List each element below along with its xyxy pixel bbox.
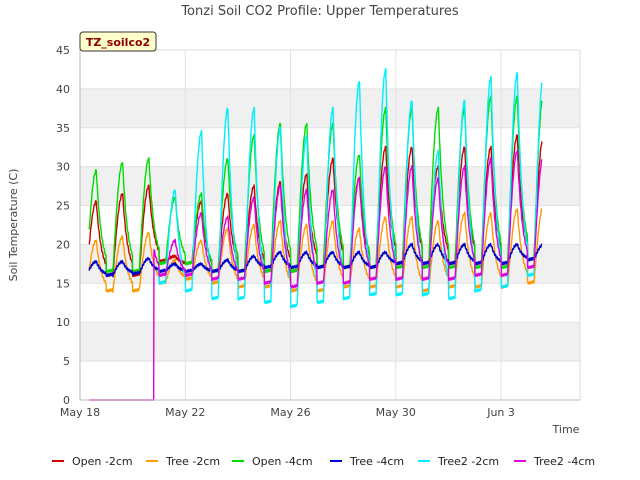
plot-area bbox=[80, 50, 580, 400]
series-layer bbox=[88, 67, 543, 401]
y-tick-label: 5 bbox=[63, 355, 70, 368]
legend-item: Tree2 -4cm bbox=[514, 455, 595, 468]
legend-label: Tree -4cm bbox=[349, 455, 404, 468]
legend-item: Tree -2cm bbox=[146, 455, 220, 468]
y-tick-label: 0 bbox=[63, 394, 70, 407]
x-axis-label: Time bbox=[552, 423, 580, 436]
legend-label: Tree2 -2cm bbox=[437, 455, 499, 468]
y-tick-label: 35 bbox=[56, 122, 70, 135]
y-tick-label: 45 bbox=[56, 44, 70, 57]
legend-label: Open -4cm bbox=[252, 455, 313, 468]
y-tick-label: 10 bbox=[56, 316, 70, 329]
grid bbox=[79, 49, 580, 401]
y-tick-label: 40 bbox=[56, 83, 70, 96]
legend-item: Open -2cm bbox=[52, 455, 133, 468]
axes: 0 5 10 15 20 25 30 35 40 45 May 18 May 22 May 26 May … bbox=[56, 44, 581, 419]
series-line bbox=[88, 150, 543, 401]
badge-label: TZ_soilco2 bbox=[86, 36, 150, 49]
chart-title: Tonzi Soil CO2 Profile: Upper Temperatur… bbox=[180, 4, 459, 19]
x-tick-label: May 26 bbox=[270, 406, 310, 419]
y-tick-label: 25 bbox=[56, 200, 70, 213]
badge-box bbox=[79, 31, 157, 52]
legend-item: Tree2 -2cm bbox=[418, 455, 499, 468]
y-tick-label: 30 bbox=[56, 161, 70, 174]
legend-label: Open -2cm bbox=[72, 455, 133, 468]
x-tick-label: May 18 bbox=[60, 406, 100, 419]
x-tick-label: May 22 bbox=[165, 406, 205, 419]
y-tick-label: 20 bbox=[56, 238, 70, 251]
legend-item: Open -4cm bbox=[232, 455, 313, 468]
legend-label: Tree -2cm bbox=[165, 455, 220, 468]
series-line bbox=[156, 67, 543, 309]
legend-item: Tree -4cm bbox=[330, 455, 404, 468]
grid-band bbox=[80, 322, 580, 362]
legend: Open -2cm Tree -2cm Open -4cm Tree -4cm Tree… bbox=[52, 455, 595, 468]
y-axis-label: Soil Temperature (C) bbox=[7, 169, 20, 282]
series-line bbox=[88, 134, 543, 278]
legend-label: Tree2 -4cm bbox=[533, 455, 595, 468]
x-tick-label: May 30 bbox=[376, 406, 416, 419]
x-tick-label: Jun 3 bbox=[486, 406, 515, 419]
y-tick-label: 15 bbox=[56, 277, 70, 290]
grid-band bbox=[80, 88, 580, 128]
badge: TZ_soilco2 bbox=[79, 31, 157, 52]
